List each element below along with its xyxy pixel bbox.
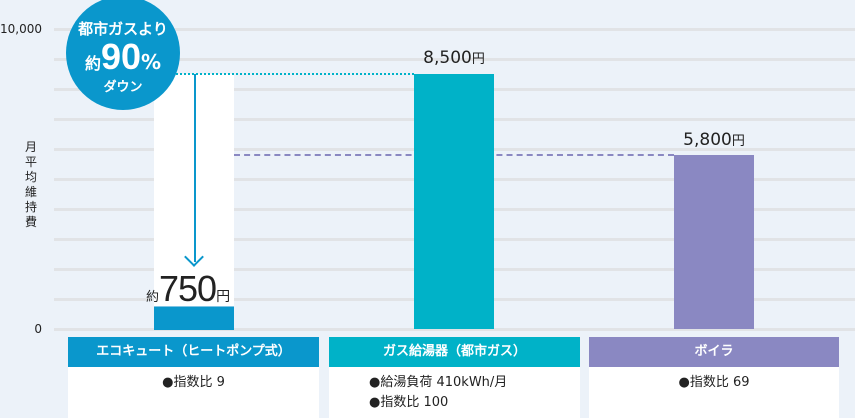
y-label-char: 均 xyxy=(24,170,37,184)
category-title: ボイラ xyxy=(589,337,839,367)
y-tick-zero: 0 xyxy=(34,322,42,336)
badge-line2: 約90% xyxy=(66,36,180,78)
value-number: 750 xyxy=(159,268,217,309)
category-gas-water-heater: ガス給湯器（都市ガス） ●給湯負荷 410kWh/月 ●指数比 100 xyxy=(329,337,580,418)
category-title: エコキュート（ヒートポンプ式） xyxy=(68,337,319,367)
bar-ecocute xyxy=(154,306,234,330)
category-details: ●給湯負荷 410kWh/月 ●指数比 100 xyxy=(329,367,580,413)
category-boiler: ボイラ ●指数比 69 xyxy=(589,337,839,418)
gridline xyxy=(54,328,855,331)
value-unit: 円 xyxy=(216,289,231,305)
badge-line1: 都市ガスより xyxy=(78,20,168,38)
category-detail-line: ●指数比 100 xyxy=(369,395,449,410)
value-number: 8,500 xyxy=(423,48,472,68)
value-unit: 円 xyxy=(731,134,745,149)
value-prefix: 約 xyxy=(146,290,160,305)
value-unit: 円 xyxy=(471,52,485,67)
badge-line3: ダウン xyxy=(103,80,143,95)
badge-prefix: 約 xyxy=(84,54,101,73)
gridline xyxy=(54,28,855,31)
down-arrow-shaft xyxy=(194,74,196,262)
y-label-char: 平 xyxy=(24,155,37,169)
value-number: 5,800 xyxy=(683,130,732,150)
y-tick-max: 10,000 xyxy=(0,22,42,36)
badge-number: 90 xyxy=(100,36,141,77)
category-detail-line: ●給湯負荷 410kWh/月 xyxy=(369,375,508,390)
y-axis-label: 月 平 均 維 持 費 xyxy=(24,140,38,230)
value-label-gas: 8,500円 xyxy=(384,48,524,68)
value-label-ecocute: 約750円 xyxy=(146,268,230,310)
bar-gas-water-heater xyxy=(414,74,494,329)
category-detail-line: ●指数比 9 xyxy=(162,375,225,390)
category-details: ●指数比 69 xyxy=(589,367,839,393)
value-label-boiler: 5,800円 xyxy=(644,130,784,150)
gridline xyxy=(54,58,855,61)
y-label-char: 維 xyxy=(24,185,37,199)
category-ecocute: エコキュート（ヒートポンプ式） ●指数比 9 xyxy=(68,337,319,418)
reference-line-8500 xyxy=(176,73,414,75)
y-label-char: 費 xyxy=(24,215,37,229)
y-label-char: 持 xyxy=(24,200,37,214)
category-details: ●指数比 9 xyxy=(68,367,319,393)
category-detail-line: ●指数比 69 xyxy=(678,375,750,390)
reduction-badge: 都市ガスより 約90% ダウン xyxy=(66,0,180,110)
bar-boiler xyxy=(674,155,754,329)
category-title: ガス給湯器（都市ガス） xyxy=(329,337,580,367)
y-label-char: 月 xyxy=(24,140,37,154)
badge-percent: % xyxy=(141,50,162,74)
